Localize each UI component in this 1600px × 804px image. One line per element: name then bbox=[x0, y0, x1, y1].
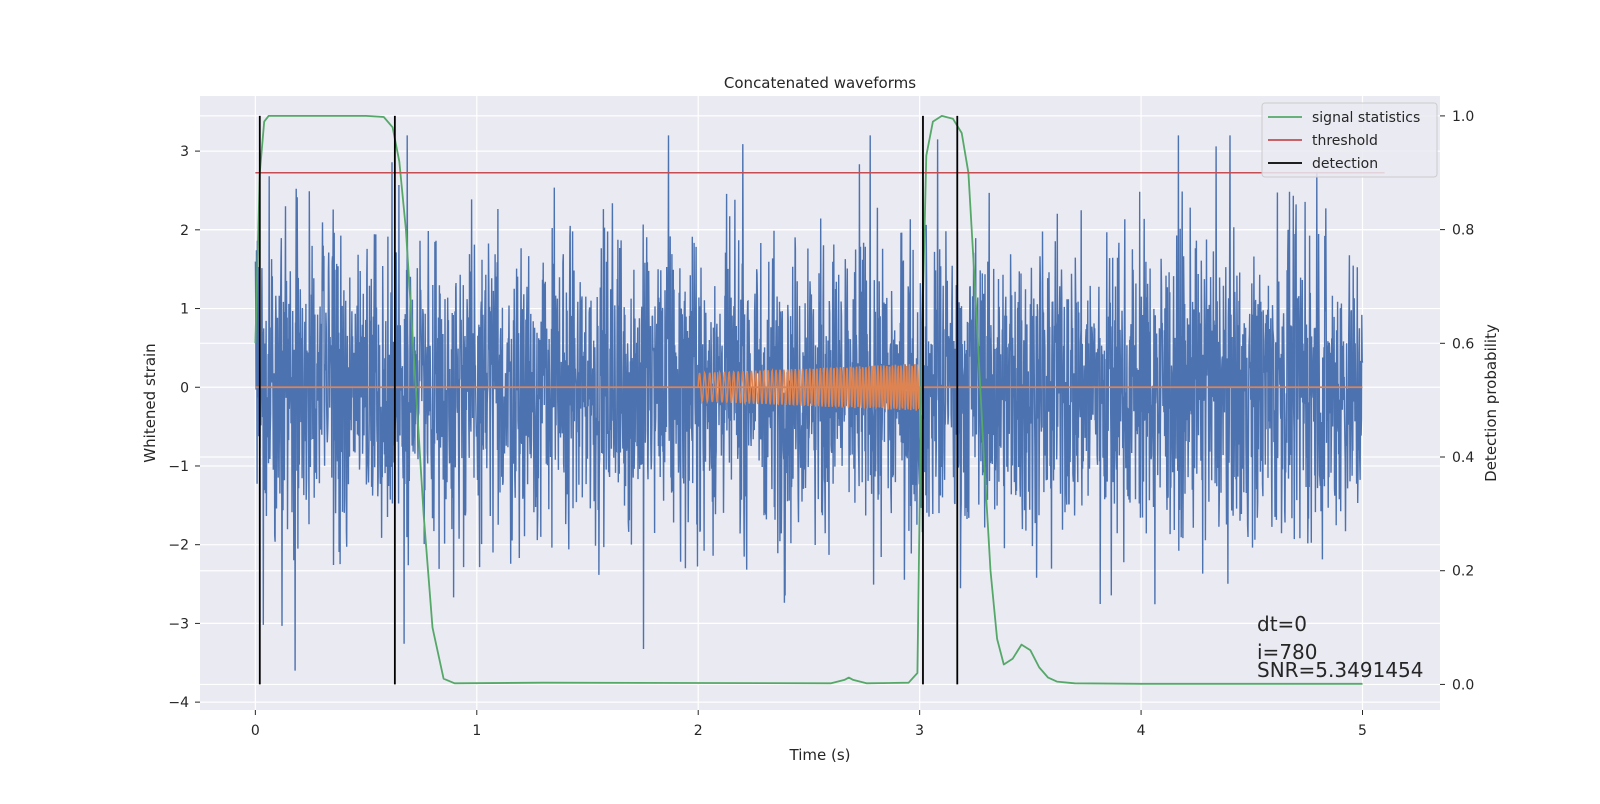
y2-tick-label-0: 0.0 bbox=[1452, 677, 1474, 693]
y-tick-label-5: 1 bbox=[180, 302, 189, 318]
axis-ticks: 0 1 2 3 4 5 −4 −3 −2 −1 0 1 2 3 0.0 0.2 0.4 0.6 0.8 1.0 bbox=[168, 109, 1474, 739]
legend-threshold-label: threshold bbox=[1312, 133, 1378, 149]
signal-statistics-series bbox=[254, 115, 1363, 685]
y-tick-label-6: 2 bbox=[180, 223, 189, 239]
legend-box bbox=[1261, 102, 1438, 178]
y2-tick-label-2: 0.4 bbox=[1452, 450, 1474, 466]
annotation-snr: SNR=5.3491454 bbox=[1257, 658, 1423, 682]
x-tick-label-4: 4 bbox=[1137, 723, 1146, 739]
x-tick-label-0: 0 bbox=[251, 723, 260, 739]
noise-line bbox=[254, 135, 1364, 671]
x-axis-label: Time (s) bbox=[789, 746, 851, 764]
legend-signal-statistics-label: signal statistics bbox=[1312, 110, 1420, 126]
y-axis-label: Whitened strain bbox=[141, 343, 159, 462]
y2-tick-label-1: 0.2 bbox=[1452, 564, 1474, 580]
y2-axis-label: Detection probability bbox=[1482, 324, 1500, 482]
annotations: dt=0 i=780 SNR=5.3491454 bbox=[1257, 612, 1423, 682]
signal-statistics-line bbox=[254, 115, 1363, 685]
y-tick-label-0: −4 bbox=[168, 695, 189, 711]
legend-detection-label: detection bbox=[1312, 156, 1378, 172]
noise-series bbox=[254, 135, 1364, 671]
y2-tick-label-3: 0.6 bbox=[1452, 336, 1474, 352]
y-tick-label-2: −2 bbox=[168, 538, 189, 554]
y2-tick-label-5: 1.0 bbox=[1452, 109, 1474, 125]
x-tick-label-2: 2 bbox=[694, 723, 703, 739]
injected-signal-series bbox=[255, 364, 1363, 411]
y-tick-label-4: 0 bbox=[180, 380, 189, 396]
y2-tick-label-4: 0.8 bbox=[1452, 223, 1474, 239]
injected-chirp bbox=[697, 364, 921, 411]
y-tick-label-1: −3 bbox=[168, 616, 189, 632]
y-tick-label-3: −1 bbox=[168, 459, 189, 475]
x-tick-label-1: 1 bbox=[472, 723, 481, 739]
y-tick-label-7: 3 bbox=[180, 144, 189, 160]
annotation-dt: dt=0 bbox=[1257, 612, 1307, 636]
annotation-index: i=780 bbox=[1257, 640, 1318, 664]
x-tick-label-5: 5 bbox=[1358, 723, 1367, 739]
detection-series bbox=[258, 115, 959, 685]
legend: signal statistics threshold detection bbox=[1261, 102, 1438, 178]
x-tick-label-3: 3 bbox=[915, 723, 924, 739]
chart-title: Concatenated waveforms bbox=[724, 74, 916, 92]
